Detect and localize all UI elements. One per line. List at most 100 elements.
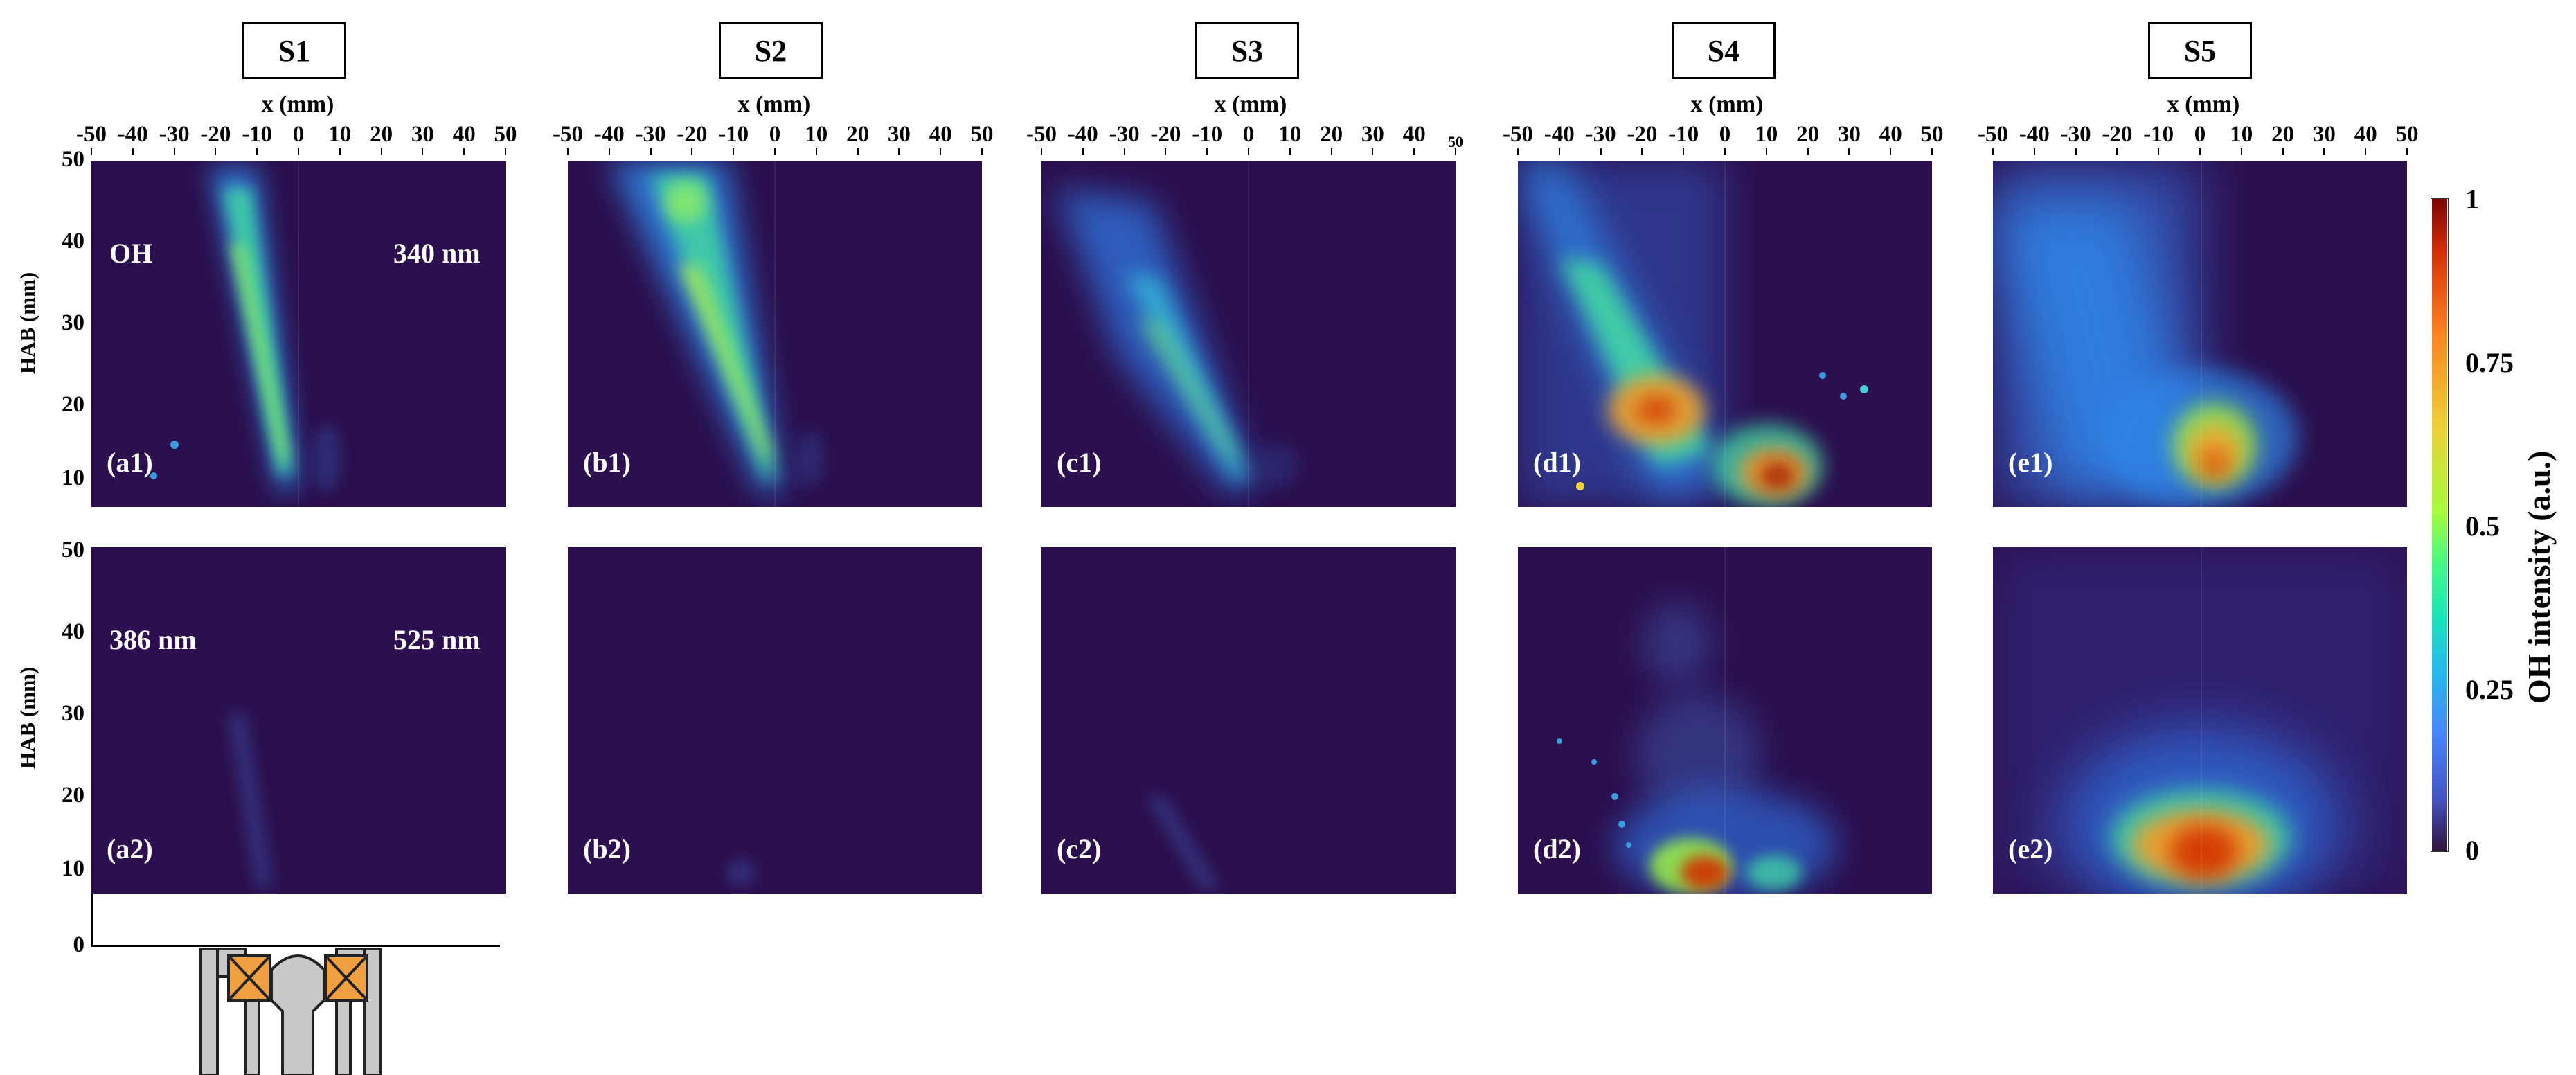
x-tick-mark	[1330, 148, 1332, 155]
x-tick-label: 40	[452, 122, 476, 147]
x-tick-mark	[1848, 148, 1850, 155]
x-tick-mark	[1641, 148, 1643, 155]
x-tick-mark	[215, 148, 217, 155]
panel-c2: (c2)	[1041, 547, 1456, 894]
x-tick-label: 10	[2230, 122, 2253, 147]
x-tick-mark	[505, 148, 506, 155]
colorbar	[2432, 199, 2447, 851]
x-tick-label: 30	[411, 122, 434, 147]
chemi-image-a2	[230, 713, 271, 887]
x-tick-label: 20	[1796, 122, 1820, 147]
colorbar-tick-025: 0.25	[2465, 674, 2514, 705]
x-tick-label: 0	[292, 122, 305, 147]
case-label-s3: S3	[1195, 22, 1299, 79]
x-tick-label: 10	[328, 122, 352, 147]
x-tick-label: -30	[1585, 122, 1616, 147]
x-tick-label: 30	[887, 122, 911, 147]
x-tick-label: 40	[929, 122, 952, 147]
x-axis-title-s4: x (mm)	[1690, 91, 1764, 117]
x-tick-mark	[298, 148, 299, 155]
colorbar-frame	[2431, 198, 2449, 852]
x-tick-label: -10	[242, 122, 273, 147]
annotation-340nm: 340 nm	[393, 238, 481, 269]
x-tick-mark	[173, 148, 175, 155]
x-tick-label: -40	[2019, 122, 2050, 147]
panel-d2: (d2)	[1518, 547, 1932, 894]
y-tick-bottom-20: 20	[62, 783, 84, 808]
x-tick-label: 50	[2395, 122, 2419, 147]
x-axis-title-s5: x (mm)	[2167, 91, 2240, 117]
x-tick-mark	[815, 148, 817, 155]
x-tick-mark	[1724, 148, 1726, 155]
x-tick-mark	[2282, 148, 2284, 155]
x-tick-mark	[463, 148, 465, 155]
x-tick-label: -20	[1627, 122, 1658, 147]
x-tick-mark	[339, 148, 341, 155]
y-tick-bottom-50: 50	[62, 538, 84, 562]
y-tick-top-10: 10	[62, 465, 84, 490]
x-tick-mark	[1455, 148, 1456, 155]
chemi-image-d2	[1557, 603, 1836, 894]
x-tick-label: -10	[2143, 122, 2174, 147]
x-tick-mark	[608, 148, 610, 155]
x-tick-mark	[940, 148, 942, 155]
x-tick-mark	[1206, 148, 1208, 155]
x-tick-mark	[380, 148, 382, 155]
x-tick-label: 10	[1278, 122, 1302, 147]
x-tick-label: -50	[1978, 122, 2008, 147]
x-tick-label: -50	[1503, 122, 1533, 147]
x-tick-label: -40	[1544, 122, 1575, 147]
burner-schematic	[199, 948, 382, 1075]
y-tick-top-40: 40	[62, 229, 84, 254]
x-tick-label: 0	[1242, 122, 1255, 147]
x-tick-label: 40	[1402, 122, 1426, 147]
x-tick-mark	[2199, 148, 2201, 155]
x-tick-mark	[1082, 148, 1084, 155]
x-tick-mark	[2158, 148, 2160, 155]
panel-label-b1: (b1)	[583, 447, 631, 478]
oh-image-b1	[609, 161, 823, 493]
x-tick-label: 40	[1879, 122, 1902, 147]
colorbar-tick-1: 1	[2465, 184, 2479, 215]
x-tick-mark	[981, 148, 983, 155]
panel-label-c1: (c1)	[1057, 447, 1102, 478]
panel-c1: (c1)	[1041, 161, 1456, 507]
panel-label-a2: (a2)	[107, 833, 153, 864]
x-tick-mark	[2365, 148, 2367, 155]
x-axis-title-s1: x (mm)	[261, 91, 334, 117]
x-tick-label: -40	[593, 122, 625, 147]
x-tick-label: 20	[1320, 122, 1343, 147]
x-tick-label: 50	[1448, 133, 1463, 150]
x-tick-label: -50	[553, 122, 583, 147]
y-tick-bottom-10: 10	[62, 856, 84, 881]
y-tick-top-30: 30	[62, 310, 84, 335]
x-tick-mark	[1123, 148, 1125, 155]
x-tick-label: 10	[805, 122, 828, 147]
x-tick-label: 0	[2194, 122, 2206, 147]
x-tick-mark	[1992, 148, 1994, 155]
x-tick-mark	[857, 148, 859, 155]
x-tick-label: -20	[200, 122, 231, 147]
x-tick-label: -50	[76, 122, 107, 147]
x-tick-mark	[2075, 148, 2077, 155]
x-tick-label: -30	[2060, 122, 2091, 147]
oh-image-c1	[1055, 188, 1298, 493]
x-tick-mark	[1289, 148, 1291, 155]
case-label-s4: S4	[1672, 22, 1776, 79]
colorbar-tick-075: 0.75	[2465, 347, 2514, 378]
x-tick-label: -10	[718, 122, 749, 147]
x-tick-label: -40	[1067, 122, 1098, 147]
x-tick-label: 30	[2312, 122, 2336, 147]
chemi-image-c2	[1145, 797, 1222, 890]
x-tick-mark	[2323, 148, 2325, 155]
x-tick-label: -20	[677, 122, 708, 147]
x-tick-label: -20	[2102, 122, 2133, 147]
x-tick-label: 10	[1755, 122, 1778, 147]
panel-e1: (e1)	[1993, 161, 2407, 507]
x-tick-mark	[91, 148, 92, 155]
x-tick-mark	[1600, 148, 1602, 155]
x-tick-label: -50	[1026, 122, 1057, 147]
y-tick-bottom-30: 30	[62, 701, 84, 726]
x-tick-mark	[1807, 148, 1809, 155]
x-tick-mark	[1165, 148, 1167, 155]
